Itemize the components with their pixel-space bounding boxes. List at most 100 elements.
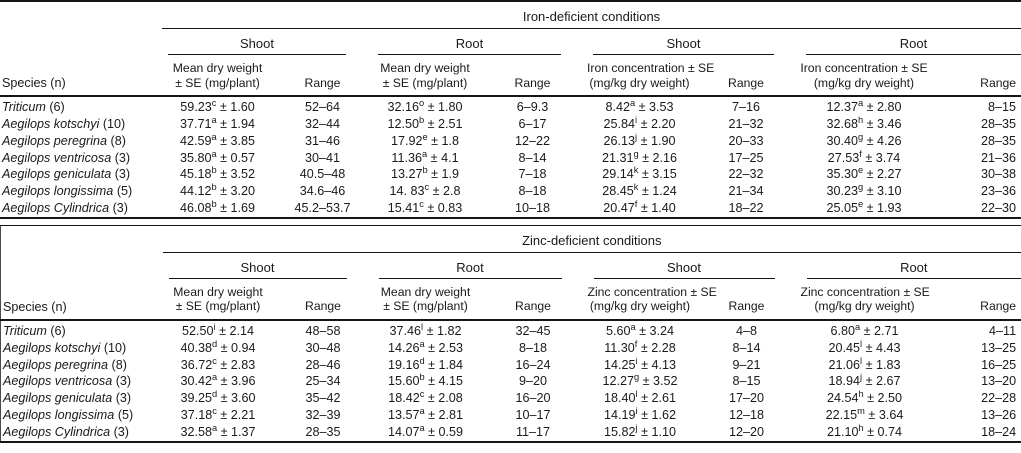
- standard-error: ± 1.8: [431, 133, 460, 148]
- range-cell: 8–18: [518, 184, 547, 199]
- range-cell: 11–17: [515, 424, 551, 439]
- species-column-header: Species (n): [0, 225, 163, 321]
- mean-value: 20.45: [828, 340, 860, 355]
- significance-superscript: c: [419, 198, 424, 209]
- mean-value: 42.59: [179, 133, 212, 148]
- title-row: Species (n) Iron-deficient conditions: [0, 1, 1021, 98]
- value-cell: 29.14k ± 3.15: [587, 166, 692, 183]
- species-name: Aegilops longissima: [2, 184, 114, 199]
- species-name: Aegilops Cylindrica: [3, 424, 111, 439]
- standard-error: ± 2.83: [220, 357, 256, 372]
- column-header-mean-dry-weight: Mean dry weight ± SE (mg/plant): [162, 55, 273, 98]
- column-header-line: Mean dry weight: [172, 61, 263, 75]
- significance-superscript: a: [857, 98, 864, 108]
- standard-error: ± 3.74: [865, 150, 901, 165]
- range-cell: 18–22: [728, 200, 764, 215]
- group-header-cell: Shoot: [162, 29, 372, 55]
- column-header-iron-concentration: Iron concentration ± SE (mg/kg dry weight…: [587, 55, 714, 98]
- column-header-zinc-concentration: Zinc concentration ± SE (mg/kg dry weight…: [587, 278, 717, 321]
- species-cell: Aegilops longissima (5): [1, 407, 163, 424]
- value-cell: 37.18c ± 2.21: [163, 406, 274, 424]
- significance-superscript: a: [211, 131, 217, 142]
- standard-error: ± 0.59: [428, 424, 464, 439]
- significance-superscript: c: [419, 388, 425, 399]
- value-cell: 20.45l ± 4.43: [801, 338, 929, 357]
- value-cell: 14. 83c ± 2.8: [372, 182, 478, 200]
- group-label-shoot: Shoot: [168, 258, 347, 279]
- value-cell: 26.13j ± 1.90: [587, 132, 692, 150]
- mean-value: 12.27: [602, 374, 634, 389]
- mean-value: 12.50: [387, 116, 419, 131]
- species-cell: Aegilops peregrina (8): [0, 133, 162, 150]
- mean-value: 52.50: [181, 323, 214, 338]
- range-cell: 13–25: [981, 340, 1017, 355]
- range-cell: 4–8: [735, 323, 757, 338]
- significance-superscript: h: [858, 388, 864, 399]
- value-cell: 28.45k ± 1.24: [587, 181, 692, 200]
- species-name: Triticum: [2, 100, 46, 115]
- column-header-line: ± SE (mg/plant): [175, 299, 261, 314]
- standard-error: ± 4.43: [865, 340, 901, 355]
- mean-value: 15.82: [603, 424, 636, 439]
- standard-error: ± 0.74: [867, 424, 903, 439]
- column-header-line: Zinc concentration ± SE: [800, 284, 930, 299]
- iron-table-body: Triticum (6) 59.23c ± 1.60 52–64 32.16o ± 1…: [0, 96, 1021, 218]
- species-name: Aegilops longissima: [3, 407, 115, 422]
- significance-superscript: j: [860, 372, 863, 383]
- column-header-line: Mean dry weight: [380, 284, 471, 299]
- range-cell: 12–22: [514, 133, 551, 148]
- significance-superscript: a: [629, 98, 636, 108]
- species-cell: Aegilops ventricosa (3): [0, 150, 162, 167]
- range-cell: 30–38: [981, 167, 1017, 182]
- mean-value: 24.54: [826, 391, 859, 406]
- significance-superscript: a: [854, 321, 861, 332]
- range-cell: 8–14: [732, 340, 761, 355]
- significance-superscript: a: [211, 114, 217, 125]
- mean-value: 19.16: [387, 357, 420, 372]
- value-cell: 14.25i ± 4.13: [588, 356, 693, 374]
- standard-error: ± 4.13: [641, 357, 676, 372]
- significance-superscript: l: [860, 338, 863, 349]
- range-cell: 21–36: [981, 150, 1017, 165]
- value-cell: 52.50i ± 2.14: [163, 320, 274, 340]
- value-cell: 18.42c ± 2.08: [373, 388, 479, 407]
- significance-superscript: b: [419, 372, 425, 383]
- standard-error: ± 3.96: [220, 374, 256, 389]
- significance-superscript: e: [422, 131, 428, 142]
- mean-value: 29.14: [602, 167, 634, 182]
- range-cell: 21–34: [728, 184, 764, 199]
- group-label-root: Root: [378, 34, 561, 55]
- significance-superscript: k: [633, 181, 639, 192]
- mean-value: 14.26: [387, 340, 420, 355]
- column-header-mean-dry-weight: Mean dry weight ± SE (mg/plant): [372, 278, 479, 321]
- column-header-range: Range: [692, 55, 800, 98]
- value-cell: 14.19i ± 1.62: [588, 406, 693, 424]
- value-cell: 21.06l ± 1.83: [801, 356, 929, 374]
- value-cell: 13.27b ± 1.9: [372, 166, 478, 183]
- range-cell: 17–25: [728, 150, 764, 165]
- range-cell: 9–20: [518, 374, 548, 389]
- column-header-mean-dry-weight: Mean dry weight ± SE (mg/plant): [372, 55, 478, 98]
- species-count: (6): [50, 323, 66, 338]
- mean-value: 17.92: [390, 133, 423, 148]
- range-cell: 4–11: [989, 323, 1017, 338]
- standard-error: ± 1.90: [640, 133, 676, 148]
- value-cell: 18.94j ± 2.67: [801, 373, 929, 390]
- range-cell: 52–64: [304, 100, 341, 115]
- value-cell: 27.53f ± 3.74: [800, 149, 928, 167]
- species-count: (3): [113, 424, 130, 439]
- range-cell: 12–18: [728, 407, 765, 422]
- standard-error: ± 2.14: [219, 323, 254, 338]
- species-name: Aegilops kotschyi: [2, 116, 100, 131]
- value-cell: 15.82j ± 1.10: [588, 423, 693, 442]
- range-cell: 13–20: [981, 374, 1017, 389]
- value-cell: 12.27g ± 3.52: [588, 373, 693, 390]
- species-count: (5): [116, 184, 133, 199]
- significance-superscript: a: [422, 148, 428, 159]
- standard-error: ± 3.20: [220, 184, 256, 199]
- standard-error: ± 2.71: [863, 323, 899, 338]
- column-header-zinc-concentration: Zinc concentration ± SE (mg/kg dry weight…: [800, 278, 930, 321]
- significance-superscript: b: [211, 198, 217, 209]
- standard-error: ± 0.83: [427, 200, 463, 215]
- standard-error: ± 1.94: [220, 116, 256, 131]
